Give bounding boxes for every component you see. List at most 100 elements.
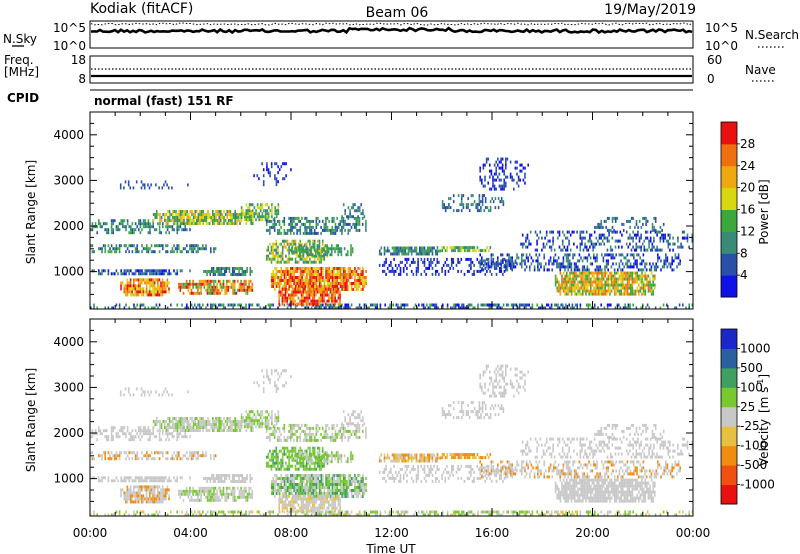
heatmap-cell: [428, 263, 431, 267]
heatmap-cell: [176, 244, 178, 248]
heatmap-cell: [133, 244, 135, 248]
heatmap-cell: [281, 254, 284, 258]
heatmap-cell: [500, 197, 503, 201]
heatmap-cell: [286, 299, 288, 303]
heatmap-cell: [141, 510, 143, 514]
heatmap-cell: [270, 303, 273, 307]
heatmap-cell: [96, 231, 98, 235]
heatmap-cell: [574, 286, 576, 290]
heatmap-cell: [398, 263, 400, 267]
heatmap-cell: [311, 253, 314, 257]
heatmap-cell: [277, 285, 279, 288]
heatmap-cell: [320, 276, 323, 279]
heatmap-cell: [166, 244, 169, 248]
heatmap-cell: [618, 253, 621, 257]
heatmap-cell: [297, 260, 300, 264]
heatmap-cell: [435, 303, 438, 307]
heatmap-cell: [219, 273, 221, 276]
heatmap-cell: [611, 225, 614, 229]
heatmap-cell: [454, 510, 457, 514]
heatmap-cell: [649, 286, 651, 290]
heatmap-cell: [549, 230, 551, 234]
heatmap-cell: [176, 269, 178, 273]
heatmap-cell: [245, 288, 247, 292]
heatmap-cell: [165, 476, 167, 480]
heatmap-cell: [262, 183, 265, 187]
heatmap-cell: [275, 209, 278, 213]
heatmap-cell: [320, 296, 322, 300]
heatmap-cell: [237, 279, 239, 283]
heatmap-cell: [349, 513, 351, 517]
heatmap-cell: [595, 236, 598, 240]
heatmap-cell: [150, 306, 153, 310]
heatmap-cell: [98, 219, 100, 223]
heatmap-cell: [184, 282, 186, 286]
heatmap-cell: [316, 302, 319, 306]
heatmap-cell: [274, 267, 276, 270]
heatmap-cell: [572, 256, 574, 260]
heatmap-cell: [357, 219, 359, 223]
heatmap-cell: [213, 454, 215, 458]
heatmap-cell: [301, 285, 303, 288]
heatmap-cell: [569, 271, 571, 275]
heatmap-cell: [632, 245, 634, 249]
heatmap-cell: [243, 282, 246, 286]
heatmap-cell: [566, 280, 568, 284]
heatmap-cell: [465, 249, 468, 253]
heatmap-cell: [131, 231, 134, 235]
heatmap-cell: [328, 293, 330, 297]
heatmap-cell: [294, 293, 296, 297]
heatmap-cell: [481, 178, 483, 182]
heatmap-cell: [133, 306, 135, 310]
heatmap-cell: [139, 488, 141, 492]
heatmap-cell: [238, 303, 241, 307]
heatmap-cell: [157, 290, 159, 294]
heatmap-cell: [657, 259, 659, 263]
heatmap-cell: [360, 203, 362, 207]
heatmap-cell: [505, 160, 507, 164]
heatmap-cell: [617, 271, 619, 275]
heatmap-cell: [210, 513, 212, 517]
heatmap-cell: [563, 306, 566, 310]
heatmap-cell: [569, 265, 571, 269]
heatmap-cell: [171, 250, 174, 254]
heatmap-cell: [186, 222, 188, 225]
heatmap-cell: [309, 245, 311, 249]
heatmap-cell: [312, 231, 314, 235]
heatmap-cell: [479, 253, 481, 257]
heatmap-cell: [615, 262, 617, 266]
heatmap-cell: [286, 257, 289, 261]
heatmap-cell: [123, 494, 125, 498]
heatmap-cell: [93, 250, 95, 254]
heatmap-cell: [489, 175, 491, 179]
heatmap-cell: [635, 306, 638, 310]
heatmap-cell: [521, 163, 523, 167]
heatmap-cell: [350, 244, 352, 248]
heatmap-cell: [621, 245, 623, 249]
heatmap-cell: [560, 248, 562, 252]
heatmap-cell: [652, 289, 654, 293]
heatmap-cell: [144, 278, 146, 282]
heatmap-cell: [131, 290, 133, 294]
heatmap-cell: [304, 225, 306, 229]
heatmap-cell: [505, 157, 507, 161]
heatmap-cell: [218, 216, 220, 219]
heatmap-cell: [438, 272, 440, 276]
heatmap-cell: [120, 281, 122, 285]
heatmap-cell: [305, 293, 308, 297]
heatmap-cell: [104, 435, 106, 439]
heatmap-cell: [599, 289, 602, 293]
heatmap-cell: [588, 289, 590, 293]
heatmap-cell: [498, 178, 501, 182]
heatmap-cell: [649, 277, 651, 281]
heatmap-cell: [302, 253, 304, 257]
heatmap-cell: [225, 267, 228, 270]
heatmap-cell: [330, 282, 332, 285]
heatmap-cell: [320, 257, 322, 261]
heatmap-cell: [272, 510, 274, 514]
heatmap-cell: [112, 513, 114, 517]
heatmap-cell: [495, 169, 497, 173]
heatmap-cell: [131, 429, 134, 433]
heatmap-cell: [158, 432, 161, 436]
heatmap-cell: [310, 276, 313, 279]
